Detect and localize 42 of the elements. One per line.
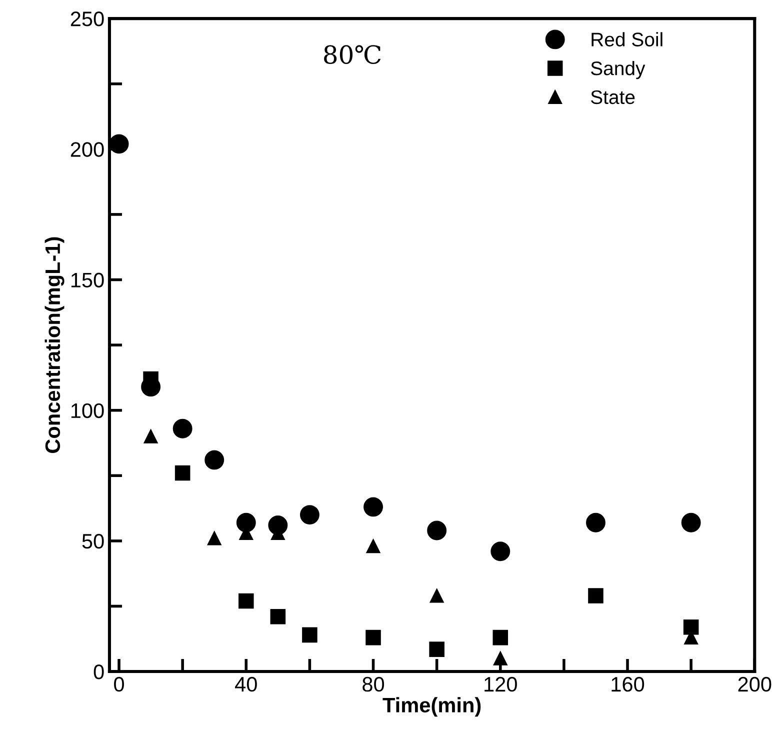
annotation: 80℃	[324, 45, 381, 64]
y-tick-label: 250	[70, 12, 104, 26]
point	[172, 418, 192, 438]
x-tick-label: 200	[738, 676, 772, 692]
y-tick-label: 150	[71, 272, 104, 288]
point	[236, 512, 256, 532]
point	[493, 652, 508, 666]
legend-label: State	[590, 90, 635, 104]
point	[364, 497, 383, 517]
x-axis-title: Time(min)	[382, 697, 481, 717]
point	[300, 505, 320, 525]
point	[174, 465, 190, 481]
y-axis-title: Concentration(mgL-1)	[44, 237, 64, 453]
x-tick-label: 0	[114, 676, 124, 692]
point	[144, 430, 158, 444]
point	[204, 450, 224, 470]
point	[238, 593, 254, 609]
legend-label: Sandy	[590, 60, 646, 80]
legend-label: Red Soil	[592, 32, 662, 46]
x-tick-label: 40	[235, 676, 257, 692]
point	[427, 520, 447, 540]
point	[207, 531, 222, 546]
point	[683, 619, 699, 635]
point	[366, 630, 381, 646]
y-tick-label: 100	[71, 403, 104, 418]
y-tick-label: 50	[82, 534, 104, 549]
point	[681, 512, 701, 532]
point	[302, 627, 318, 643]
point	[430, 588, 444, 603]
y-tick-label: 0	[94, 664, 104, 680]
point	[270, 609, 286, 624]
x-tick-label: 160	[612, 676, 644, 692]
x-tick-label: 120	[484, 676, 517, 692]
point	[109, 134, 129, 154]
point	[492, 630, 508, 646]
point	[366, 539, 380, 554]
point	[586, 512, 606, 532]
point	[588, 588, 604, 604]
y-tick-label: 200	[70, 142, 104, 157]
point	[490, 542, 510, 562]
x-tick-label: 80	[362, 676, 384, 692]
point	[429, 642, 444, 657]
